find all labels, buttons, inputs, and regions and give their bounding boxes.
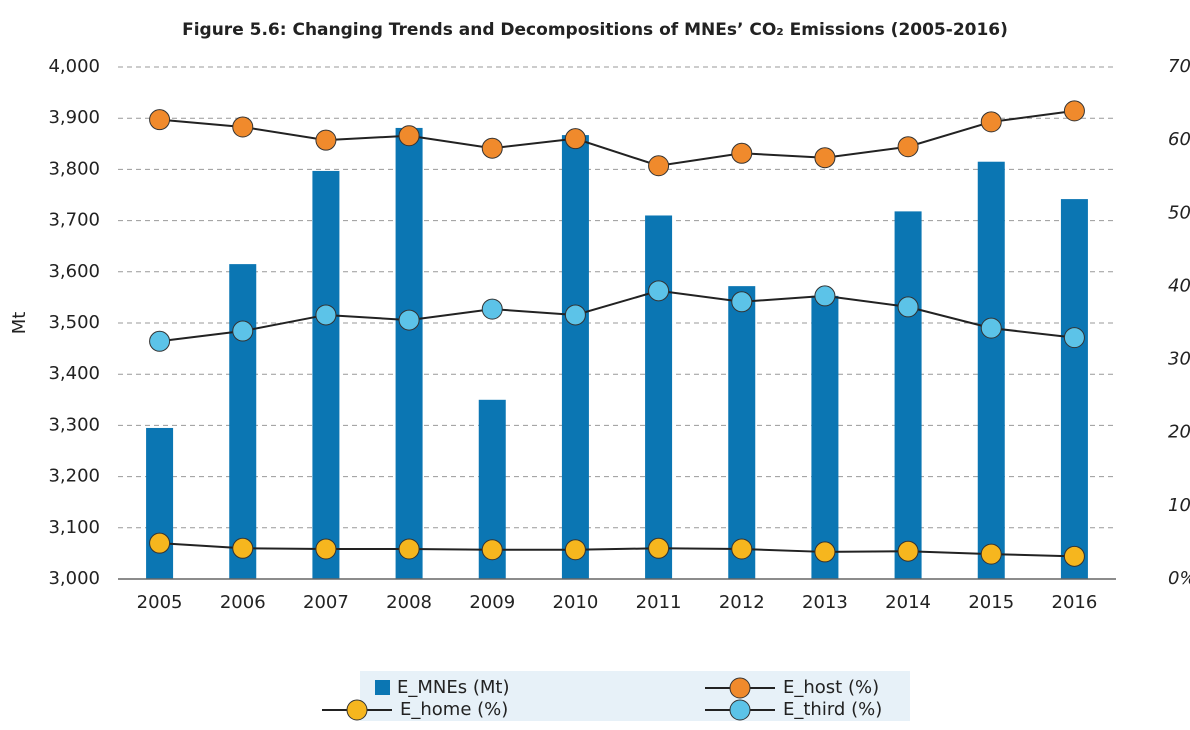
marker xyxy=(564,304,586,326)
marker xyxy=(648,155,670,177)
x-tick-label: 2005 xyxy=(137,592,183,613)
y-tick-label: 3,600 xyxy=(48,261,100,282)
legend-label: E_host (%) xyxy=(783,677,879,698)
marker xyxy=(232,537,254,559)
x-tick-label: 2014 xyxy=(885,592,931,613)
marker xyxy=(232,116,254,138)
marker xyxy=(481,298,503,320)
x-tick-label: 2011 xyxy=(636,592,682,613)
bar xyxy=(1060,199,1088,579)
x-tick-label: 2008 xyxy=(386,592,432,613)
bar xyxy=(561,135,589,579)
y2-tick-label: 40% xyxy=(1168,275,1190,296)
x-tick-label: 2010 xyxy=(553,592,599,613)
marker xyxy=(564,539,586,561)
legend-label: E_third (%) xyxy=(783,699,882,720)
marker xyxy=(149,109,171,131)
marker xyxy=(731,291,753,313)
y2-tick-label: 60% xyxy=(1168,129,1190,150)
legend-swatch xyxy=(375,680,390,695)
y2-tick-label: 10% xyxy=(1168,495,1190,516)
legend-marker xyxy=(346,699,368,721)
legend-box xyxy=(360,671,910,721)
marker xyxy=(814,541,836,563)
x-tick-label: 2013 xyxy=(802,592,848,613)
y2-tick-label: 30% xyxy=(1168,349,1190,370)
x-tick-label: 2006 xyxy=(220,592,266,613)
marker xyxy=(897,296,919,318)
marker xyxy=(398,309,420,331)
y-tick-label: 3,400 xyxy=(48,363,100,384)
x-tick-label: 2016 xyxy=(1052,592,1098,613)
y-tick-label: 3,000 xyxy=(48,568,100,589)
bar xyxy=(728,286,756,579)
bar xyxy=(395,127,423,579)
x-tick-label: 2015 xyxy=(968,592,1014,613)
y-tick-label: 3,800 xyxy=(48,158,100,179)
marker xyxy=(980,111,1002,133)
y2-tick-label: 70% xyxy=(1168,56,1190,77)
y2-tick-label: 50% xyxy=(1168,202,1190,223)
marker xyxy=(315,304,337,326)
line xyxy=(159,109,1075,167)
marker xyxy=(315,129,337,151)
y-tick-label: 3,100 xyxy=(48,517,100,538)
bar xyxy=(811,295,839,579)
marker xyxy=(648,537,670,559)
marker xyxy=(814,285,836,307)
marker xyxy=(731,538,753,560)
bar xyxy=(894,211,922,579)
bar xyxy=(146,427,174,579)
line xyxy=(159,289,1075,343)
marker xyxy=(897,136,919,158)
marker xyxy=(149,330,171,352)
y2-tick-label: 20% xyxy=(1168,422,1190,443)
marker xyxy=(1063,100,1085,122)
chart-title: Figure 5.6: Changing Trends and Decompos… xyxy=(182,20,1008,40)
legend-label: E_MNEs (Mt) xyxy=(397,677,509,698)
marker xyxy=(1063,545,1085,567)
marker xyxy=(980,543,1002,565)
marker xyxy=(731,142,753,164)
marker xyxy=(1063,327,1085,349)
y-tick-label: 3,900 xyxy=(48,107,100,128)
marker xyxy=(648,280,670,302)
marker xyxy=(149,532,171,554)
y-axis-label: Mt xyxy=(9,312,30,335)
bar xyxy=(312,170,340,579)
bar xyxy=(229,264,257,579)
y-tick-label: 3,300 xyxy=(48,414,100,435)
bar xyxy=(645,215,673,580)
marker xyxy=(564,128,586,150)
marker xyxy=(481,137,503,159)
legend-marker xyxy=(729,677,751,699)
y-tick-label: 3,500 xyxy=(48,312,100,333)
marker xyxy=(398,125,420,147)
y-tick-label: 3,200 xyxy=(48,466,100,487)
marker xyxy=(398,538,420,560)
x-tick-label: 2009 xyxy=(469,592,515,613)
marker xyxy=(315,538,337,560)
y2-tick-label: 0% xyxy=(1168,568,1190,589)
x-tick-label: 2007 xyxy=(303,592,349,613)
marker xyxy=(481,539,503,561)
marker xyxy=(980,317,1002,339)
legend-label: E_home (%) xyxy=(400,699,508,720)
marker xyxy=(897,540,919,562)
marker xyxy=(814,147,836,169)
y-tick-label: 3,700 xyxy=(48,210,100,231)
y-tick-label: 4,000 xyxy=(48,56,100,77)
bar xyxy=(977,161,1005,579)
line xyxy=(159,542,1075,558)
legend-marker xyxy=(729,699,751,721)
marker xyxy=(232,320,254,342)
x-tick-label: 2012 xyxy=(719,592,765,613)
